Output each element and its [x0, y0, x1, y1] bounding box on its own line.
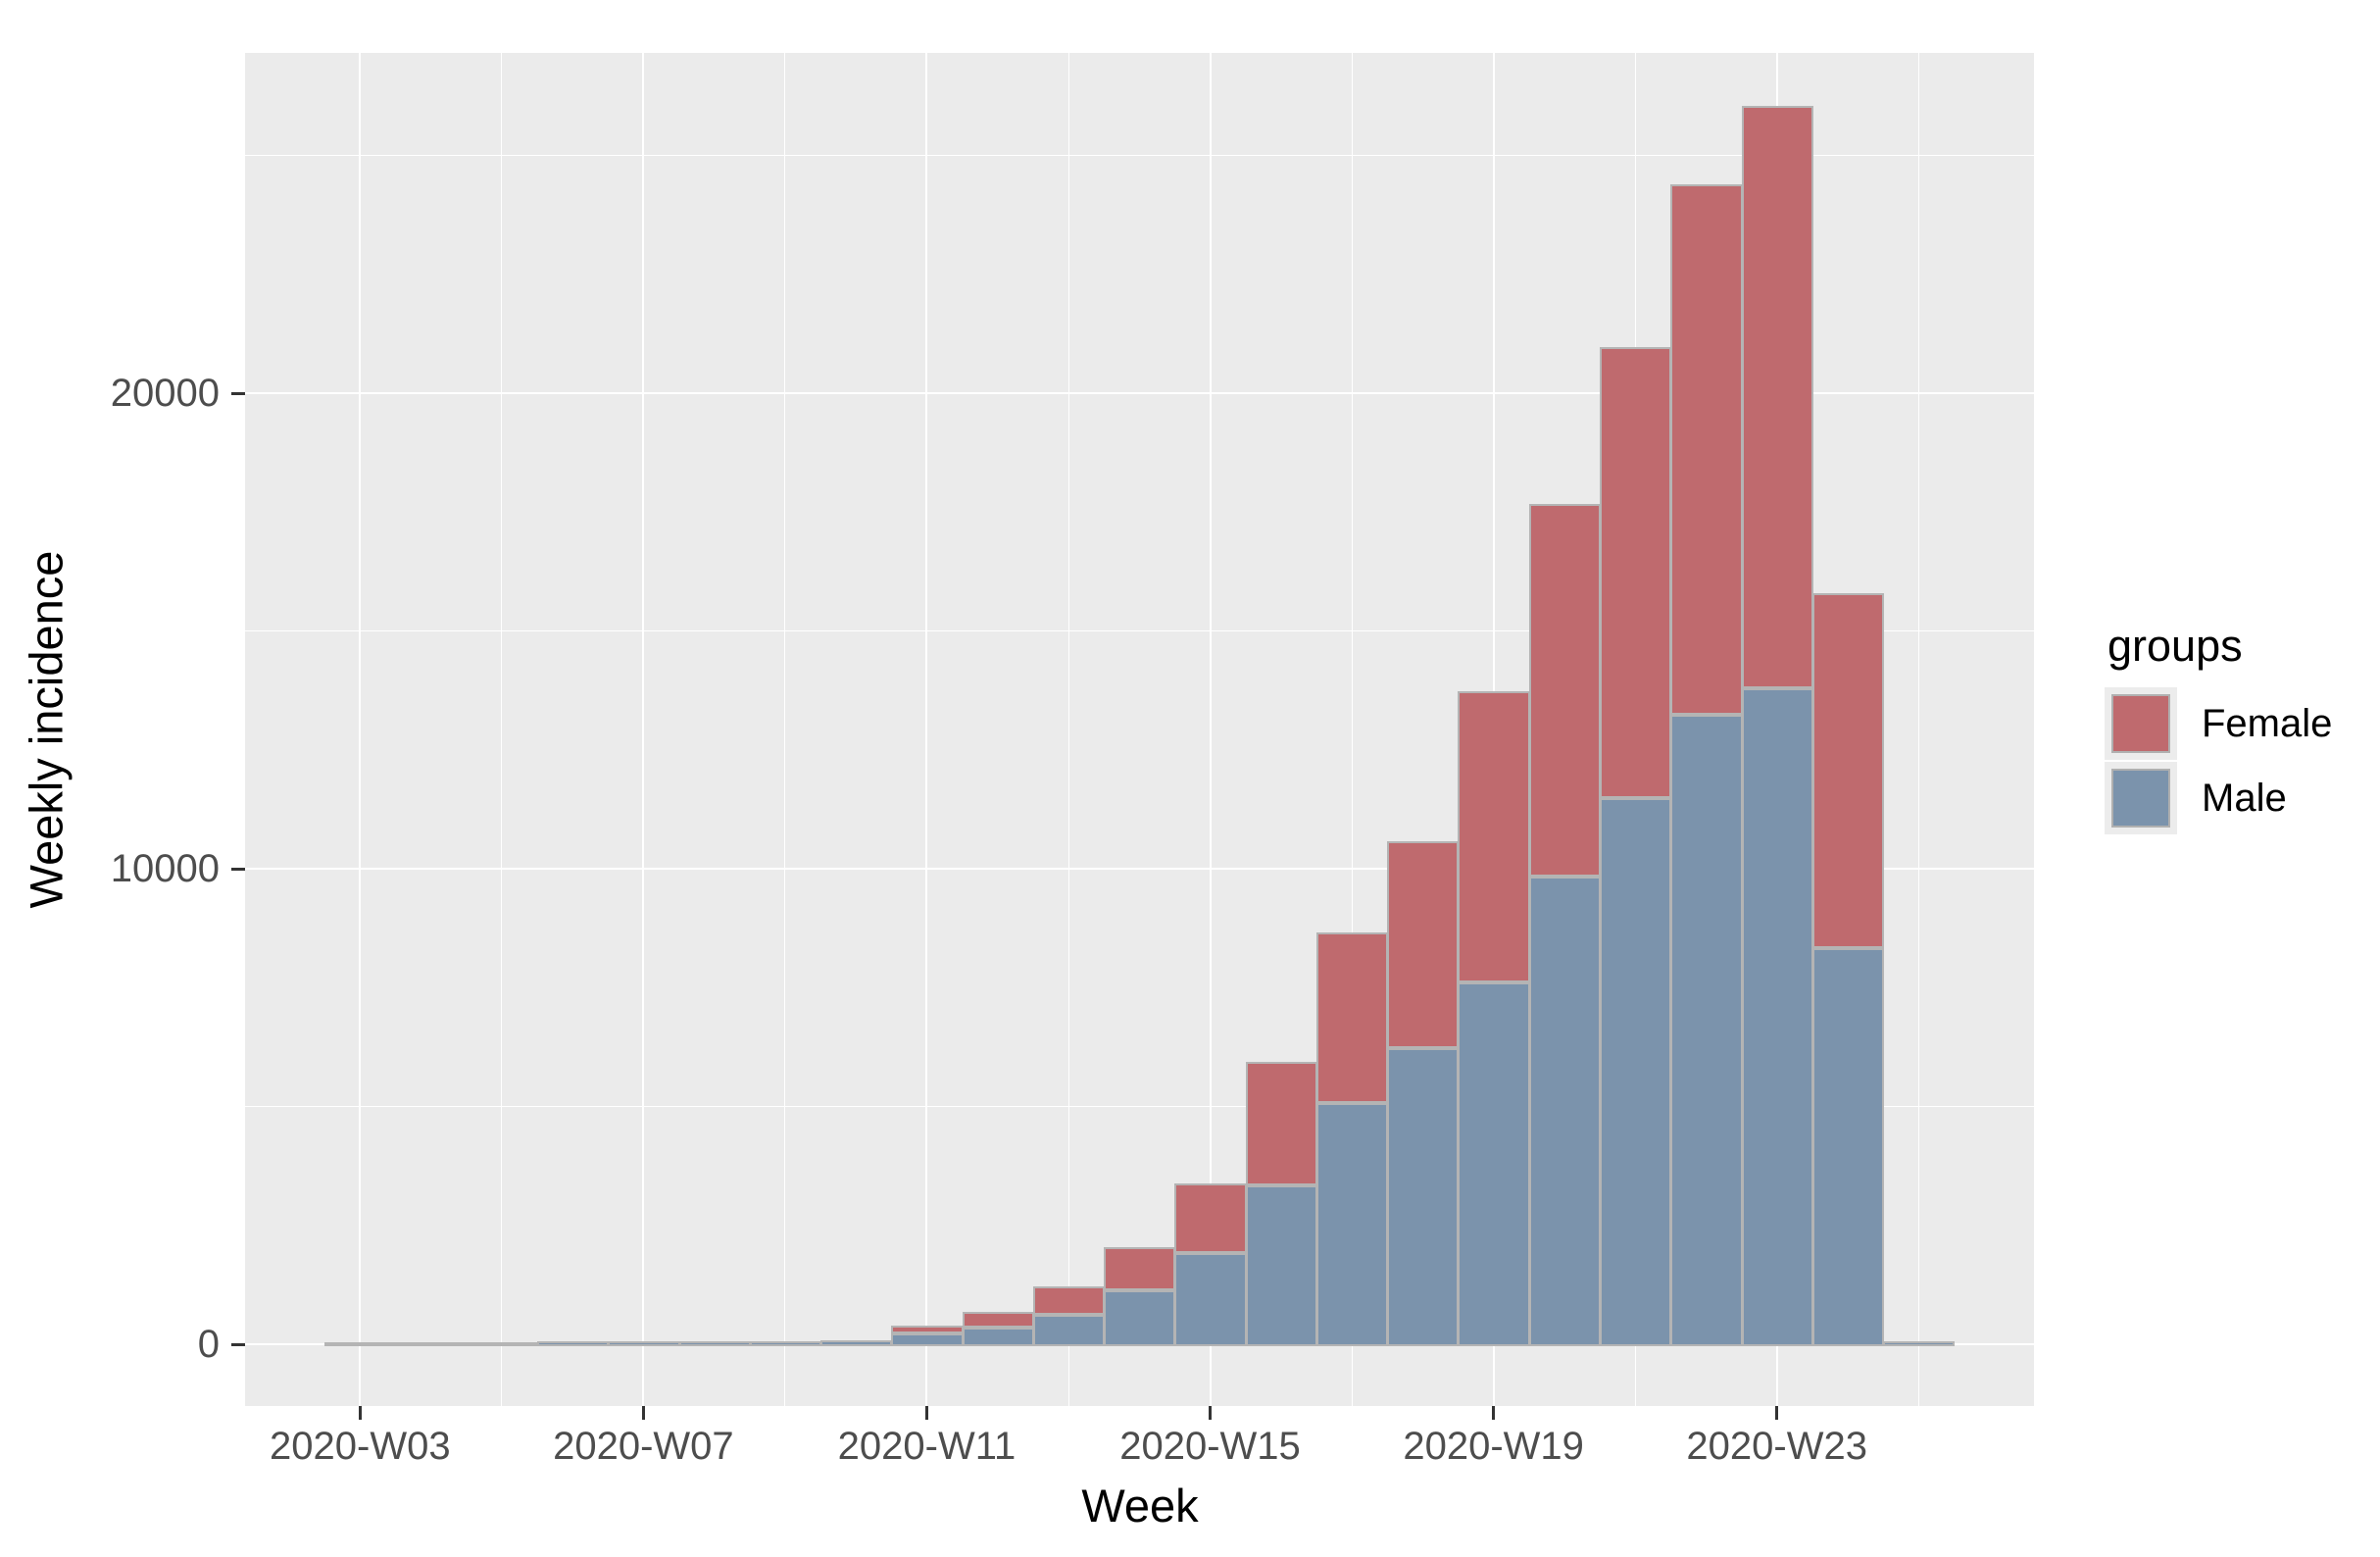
- gridline-major-vertical: [359, 53, 362, 1406]
- x-tick-mark: [1209, 1406, 1213, 1420]
- bar-segment-female: [891, 1325, 964, 1334]
- x-tick-mark: [641, 1406, 645, 1420]
- bar-segment-female: [1104, 1246, 1176, 1290]
- gridline-major-vertical: [925, 53, 928, 1406]
- bar-segment-male: [536, 1341, 610, 1346]
- x-tick-label: 2020-W15: [1119, 1425, 1301, 1468]
- gridline-minor-vertical: [1917, 53, 1919, 1406]
- bar-segment-male: [1104, 1289, 1176, 1346]
- gridline-minor-vertical: [1351, 53, 1353, 1406]
- bar-segment-male: [1032, 1314, 1106, 1346]
- x-axis-title: Week: [1081, 1480, 1199, 1532]
- bar-segment-female: [1315, 932, 1389, 1103]
- gridline-minor-horizontal: [245, 630, 2034, 631]
- y-tick-label: 20000: [110, 372, 220, 415]
- bar-segment-female: [1670, 184, 1743, 715]
- gridline-major-horizontal: [245, 392, 2034, 394]
- bar-segment-female: [1600, 346, 1672, 798]
- bar-segment-male: [1315, 1102, 1389, 1346]
- bar-segment-male: [678, 1340, 751, 1346]
- x-tick-label: 2020-W03: [270, 1425, 451, 1468]
- legend-title: groups: [2107, 621, 2243, 671]
- y-tick-mark: [231, 867, 245, 871]
- y-axis-title: Weekly incidence: [20, 550, 73, 909]
- gridline-minor-horizontal: [245, 1106, 2034, 1107]
- bar-segment-female: [1811, 593, 1885, 948]
- y-tick-label: 10000: [110, 847, 220, 890]
- legend-label-female: Female: [2202, 702, 2333, 745]
- bar-segment-male: [1811, 947, 1885, 1346]
- bar-segment-male: [1528, 877, 1602, 1346]
- bar-segment-female: [1032, 1285, 1106, 1315]
- x-tick-label: 2020-W11: [837, 1425, 1016, 1468]
- x-tick-mark: [1492, 1406, 1496, 1420]
- bar-segment-male: [608, 1341, 680, 1346]
- bar-segment-male: [1387, 1048, 1460, 1346]
- y-tick-mark: [231, 391, 245, 395]
- bar-segment-male: [962, 1327, 1034, 1346]
- gridline-major-horizontal: [245, 868, 2034, 870]
- gridline-minor-horizontal: [245, 155, 2034, 156]
- bar-segment-female: [1528, 504, 1602, 878]
- bar-segment-male: [324, 1341, 397, 1346]
- gridline-minor-vertical: [784, 53, 786, 1406]
- bar-segment-female: [1174, 1182, 1247, 1253]
- gridline-minor-vertical: [501, 53, 503, 1406]
- bar-segment-male: [1174, 1252, 1247, 1346]
- bar-segment-male: [1600, 797, 1672, 1346]
- x-tick-mark: [358, 1406, 362, 1420]
- bar-segment-male: [1245, 1185, 1317, 1346]
- bar-segment-male: [1741, 687, 1813, 1346]
- bar-segment-female: [1387, 841, 1460, 1049]
- bar-segment-male: [891, 1333, 964, 1346]
- bar-segment-female: [1741, 106, 1813, 688]
- bar-segment-female: [1245, 1062, 1317, 1186]
- gridline-major-vertical: [642, 53, 645, 1406]
- gridline-minor-vertical: [1067, 53, 1069, 1406]
- bar-segment-male: [820, 1340, 893, 1346]
- male-color-swatch: [2111, 769, 2170, 828]
- bar-segment-male: [1670, 714, 1743, 1346]
- bar-segment-male: [1458, 982, 1530, 1346]
- x-tick-mark: [1775, 1406, 1779, 1420]
- legend-label-male: Male: [2202, 777, 2287, 820]
- bar-segment-male: [1883, 1341, 1956, 1346]
- x-tick-label: 2020-W19: [1403, 1425, 1584, 1468]
- gridline-major-vertical: [1209, 53, 1212, 1406]
- bar-segment-female: [962, 1311, 1034, 1328]
- legend-key-male: [2105, 762, 2177, 834]
- x-tick-mark: [924, 1406, 928, 1420]
- legend-key-female: [2105, 687, 2177, 760]
- y-tick-mark: [231, 1342, 245, 1346]
- y-tick-label: 0: [197, 1323, 220, 1366]
- bar-segment-male: [395, 1341, 468, 1346]
- x-tick-label: 2020-W23: [1686, 1425, 1867, 1468]
- bar-segment-male: [466, 1341, 538, 1346]
- x-tick-label: 2020-W07: [553, 1425, 734, 1468]
- bar-segment-female: [1458, 691, 1530, 983]
- female-color-swatch: [2111, 694, 2170, 753]
- bar-segment-male: [749, 1340, 822, 1346]
